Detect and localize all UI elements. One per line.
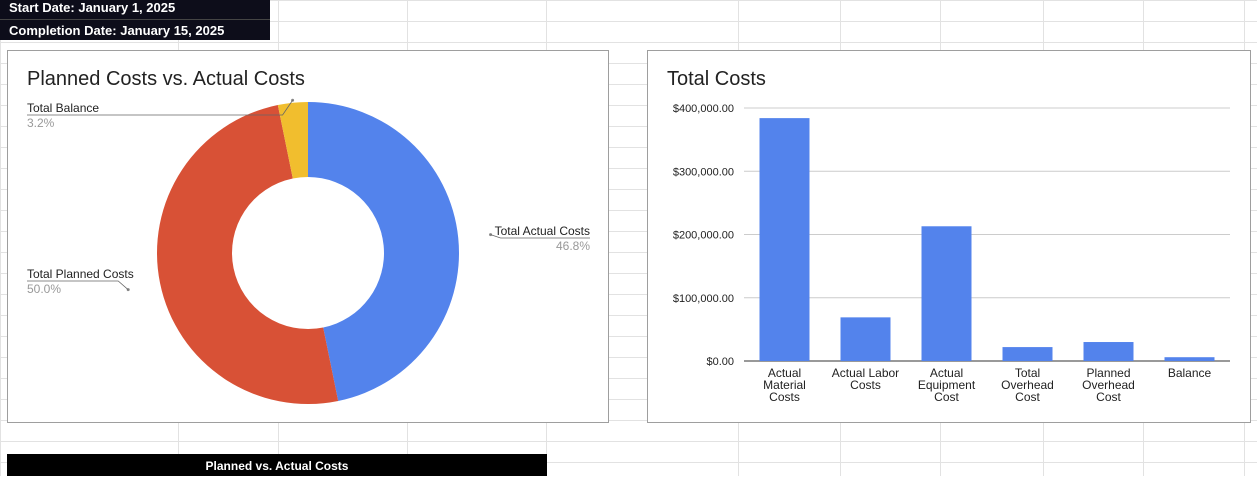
x-tick-label: Actual Labor Costs — [832, 366, 899, 392]
pie-leader-line — [27, 100, 293, 116]
pie-slice[interactable] — [277, 102, 308, 179]
section-label-bar[interactable]: Planned vs. Actual Costs — [7, 454, 547, 476]
x-tick-label: Actual Material Costs — [763, 366, 806, 404]
bar-chart-panel[interactable]: Total Costs $0.00 $100,000.00 $200,000.00 $… — [647, 50, 1251, 423]
start-date-cell[interactable]: Start Date: January 1, 2025 — [0, 0, 270, 19]
pie-slice-percent: 46.8% — [556, 239, 590, 253]
bar-chart-title: Total Costs — [667, 68, 766, 90]
bar-chart: $0.00 $100,000.00 $200,000.00 $300,000.00 $4… — [673, 103, 1230, 404]
completion-date-cell[interactable]: Completion Date: January 15, 2025 — [0, 19, 270, 40]
pie-slice-label: Total Actual Costs — [495, 224, 590, 238]
x-tick-label: Total Overhead Cost — [1001, 366, 1054, 404]
y-tick-label: $200,000.00 — [673, 230, 734, 242]
bar[interactable] — [1002, 347, 1053, 361]
pie-slice-percent: 50.0% — [27, 282, 61, 296]
bar[interactable] — [840, 317, 891, 361]
x-tick-label: Actual Equipment Cost — [918, 366, 976, 404]
bar[interactable] — [1164, 357, 1215, 361]
bar[interactable] — [1083, 342, 1134, 361]
pie-slice[interactable] — [156, 105, 339, 405]
y-tick-label: $0.00 — [706, 356, 734, 368]
y-tick-label: $300,000.00 — [673, 166, 734, 178]
y-tick-label: $100,000.00 — [673, 293, 734, 305]
x-tick-label: Planned Overhead Cost — [1082, 366, 1135, 404]
pie-leader-line — [490, 234, 590, 239]
pie-chart-panel[interactable]: Planned Costs vs. Actual Costs Total Act… — [7, 50, 609, 423]
bar[interactable] — [759, 118, 810, 362]
pie-slice-label: Total Balance — [27, 101, 99, 115]
pie-slice-percent: 3.2% — [27, 116, 55, 130]
pie-chart-title: Planned Costs vs. Actual Costs — [27, 68, 305, 90]
x-tick-label: Balance — [1168, 366, 1212, 380]
y-tick-label: $400,000.00 — [673, 103, 734, 115]
pie-leader-line — [27, 280, 129, 290]
pie-slice-label: Total Planned Costs — [27, 267, 134, 281]
bar[interactable] — [921, 226, 972, 361]
pie-slice[interactable] — [308, 102, 459, 401]
